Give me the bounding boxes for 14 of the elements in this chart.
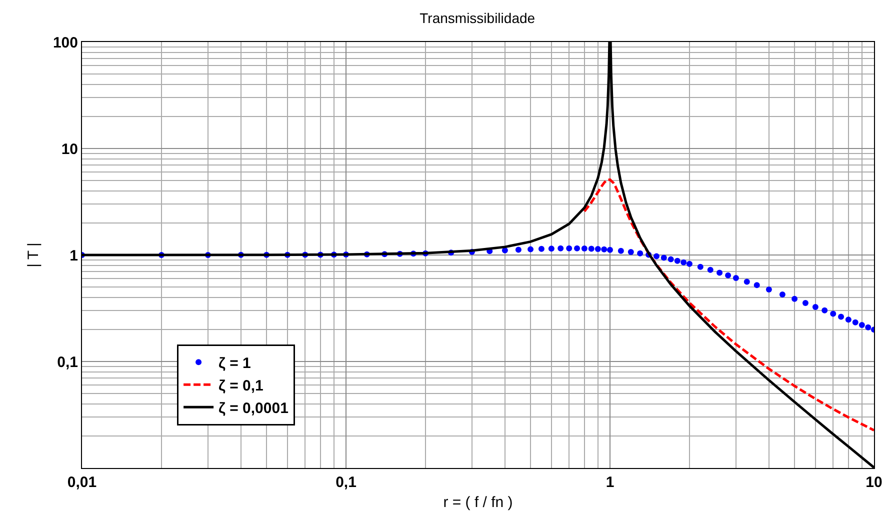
legend-label: ζ = 0,1 <box>218 378 264 394</box>
x-tick-label: 1 <box>606 474 614 491</box>
y-axis-title: | T | <box>25 242 42 268</box>
x-axis-title: r = ( f / fn ) <box>443 494 513 511</box>
chart-title: Transmissibilidade <box>420 10 536 26</box>
y-tick-label: 100 <box>52 34 78 52</box>
x-tick-label: 0,1 <box>336 474 356 491</box>
x-tick-label: 0,01 <box>67 474 97 491</box>
y-tick-label: 10 <box>61 140 78 158</box>
legend-label: ζ = 1 <box>218 355 251 372</box>
legend-label: ζ = 0,0001 <box>218 400 288 417</box>
x-tick-label: 10 <box>866 474 882 491</box>
y-tick-label: 0,1 <box>57 354 78 371</box>
y-tick-label: 1 <box>70 247 78 264</box>
